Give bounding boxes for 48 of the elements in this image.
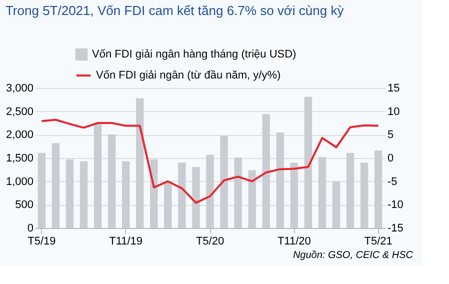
y2-tick-label: 5 xyxy=(388,129,394,142)
bar xyxy=(52,143,60,228)
y-tick-label: 1,500 xyxy=(6,152,34,164)
bar xyxy=(192,166,200,228)
legend-label: Vốn FDI giải ngân hàng tháng (triệu USD) xyxy=(92,48,296,60)
bar xyxy=(276,132,284,228)
x-tick-label: T5/21 xyxy=(364,236,392,248)
bar xyxy=(108,134,116,228)
y2-tick-label: -15 xyxy=(388,222,404,234)
x-tick-label: T11/19 xyxy=(109,236,143,248)
chart-title: Trong 5T/2021, Vốn FDI cam kết tăng 6.7% so với cùng kỳ xyxy=(5,3,344,18)
bar xyxy=(360,162,368,228)
bar xyxy=(248,170,256,228)
bar xyxy=(318,157,326,228)
bar xyxy=(164,181,172,228)
line-series xyxy=(40,118,380,204)
y2-tick-label: 10 xyxy=(388,106,400,118)
y-tick-label: 2,000 xyxy=(6,129,34,142)
y-tick-label: 0 xyxy=(27,222,34,234)
bar xyxy=(374,150,382,228)
y2-tick-label: 15 xyxy=(388,82,400,94)
bar xyxy=(262,114,270,228)
x-tick-label: T5/20 xyxy=(196,236,224,248)
y2-tick-label: -5 xyxy=(388,176,398,188)
bar xyxy=(290,162,298,228)
bar xyxy=(234,158,242,228)
bar xyxy=(38,152,46,228)
y-tick-label: 1,000 xyxy=(6,176,34,188)
x-tick-label: T11/20 xyxy=(277,236,311,248)
bar xyxy=(332,181,340,228)
y2-tick-label: -10 xyxy=(388,199,404,212)
bar xyxy=(122,161,130,228)
bar xyxy=(136,98,144,228)
bar xyxy=(178,162,186,228)
y-tick-label: 3,000 xyxy=(6,82,34,94)
bar xyxy=(206,154,214,228)
text: Nguồn: GSO, CEIC & HSC xyxy=(292,250,414,261)
y-tick-label: 2,500 xyxy=(6,106,34,118)
y-tick-label: 500 xyxy=(15,199,34,212)
bar xyxy=(346,152,354,228)
bar xyxy=(80,161,88,228)
bar xyxy=(304,96,312,228)
bar xyxy=(66,159,74,228)
bar xyxy=(220,136,228,228)
bar xyxy=(94,123,102,228)
x-tick-label: T5/19 xyxy=(28,236,56,248)
y2-tick-label: 0 xyxy=(388,152,394,164)
legend-label: Vốn FDI giải ngân (từ đầu năm, y/y%) xyxy=(96,70,281,82)
